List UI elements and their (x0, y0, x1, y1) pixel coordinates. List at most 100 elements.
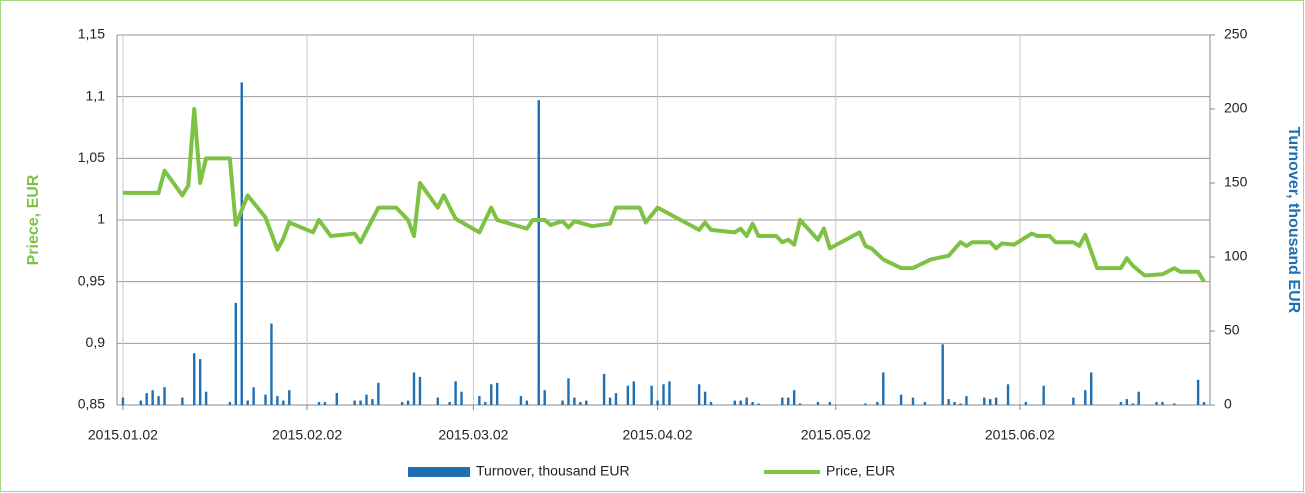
bar (282, 400, 285, 405)
bar (994, 397, 998, 405)
bar (567, 378, 570, 405)
bar (745, 397, 748, 405)
bar (1131, 403, 1134, 405)
bar (1125, 399, 1129, 405)
bar (198, 359, 202, 405)
bar (781, 397, 784, 405)
y2-tick-label: 200 (1224, 100, 1248, 116)
y2-tick-label: 150 (1224, 174, 1248, 190)
bar (454, 381, 457, 405)
bar (614, 393, 618, 405)
bar (911, 397, 915, 405)
bar (252, 387, 255, 405)
bar (882, 372, 885, 405)
bar (864, 403, 867, 405)
bar (145, 393, 148, 405)
y2-axis-title: Turnover, thousand EUR (1285, 127, 1302, 314)
bar (448, 402, 451, 405)
legend-swatch (408, 467, 470, 477)
bar (709, 402, 713, 405)
bar (798, 403, 802, 405)
y-tick-label: 0,9 (86, 334, 106, 350)
bar (484, 402, 487, 405)
x-tick-label: 2015.02.02 (272, 427, 342, 443)
bar (335, 393, 338, 405)
bar (181, 397, 184, 405)
x-tick-label: 2015.03.02 (438, 427, 508, 443)
bar (573, 397, 576, 405)
x-tick-label: 2015.06.02 (985, 427, 1055, 443)
bar (626, 385, 630, 405)
bar (121, 397, 125, 405)
bar (163, 387, 166, 405)
bar (1161, 402, 1164, 405)
bar (1155, 402, 1158, 405)
bar (1084, 390, 1087, 405)
bar (400, 402, 404, 405)
bar (478, 396, 481, 405)
bar (989, 399, 992, 405)
bar (899, 394, 903, 405)
bar (703, 391, 707, 405)
bar (632, 381, 635, 405)
legend-label: Price, EUR (826, 463, 895, 479)
bar (608, 397, 612, 405)
bar (377, 382, 380, 405)
bar (270, 323, 273, 405)
bar (668, 381, 671, 405)
bar (1024, 402, 1028, 405)
x-tick-label: 2015.01.02 (88, 427, 158, 443)
bar (561, 400, 564, 405)
bar (1042, 385, 1045, 405)
bar (965, 396, 968, 405)
bar (941, 344, 944, 405)
legend-label: Turnover, thousand EUR (476, 463, 630, 479)
bar (228, 402, 232, 405)
bar (460, 391, 463, 405)
bar (1119, 402, 1123, 405)
bar (418, 376, 422, 405)
bar (751, 402, 754, 405)
x-tick-label: 2015.04.02 (623, 427, 693, 443)
bar (579, 402, 582, 405)
bar (323, 402, 327, 405)
bar (1089, 372, 1093, 405)
y2-tick-label: 50 (1224, 322, 1240, 338)
y2-tick-label: 0 (1224, 396, 1232, 412)
bar (264, 394, 267, 405)
bar (697, 384, 701, 405)
bar (317, 402, 321, 405)
bar (543, 390, 546, 405)
bar (787, 397, 790, 405)
bar (1202, 402, 1206, 405)
bar (371, 399, 374, 405)
bar (792, 390, 796, 405)
y2-tick-label: 100 (1224, 248, 1248, 264)
y-tick-label: 1,1 (86, 87, 106, 103)
bar (1137, 391, 1140, 405)
bar (151, 390, 154, 405)
bar (953, 402, 956, 405)
bar (139, 400, 142, 405)
bar (757, 403, 760, 405)
bar (1173, 403, 1176, 405)
bar (359, 400, 362, 405)
bar (947, 399, 950, 405)
bar (959, 403, 962, 405)
bar (585, 400, 588, 405)
bar (406, 400, 410, 405)
bar (828, 402, 832, 405)
bar (983, 397, 986, 405)
bar (537, 100, 540, 406)
y-tick-label: 0,85 (78, 396, 105, 412)
y-tick-label: 0,95 (78, 272, 105, 288)
bar (519, 396, 523, 405)
bar (602, 373, 606, 405)
bar (234, 302, 238, 405)
bar (876, 402, 879, 405)
bar (157, 396, 160, 405)
bar (816, 402, 820, 405)
bar (353, 400, 356, 405)
bar (276, 396, 279, 405)
